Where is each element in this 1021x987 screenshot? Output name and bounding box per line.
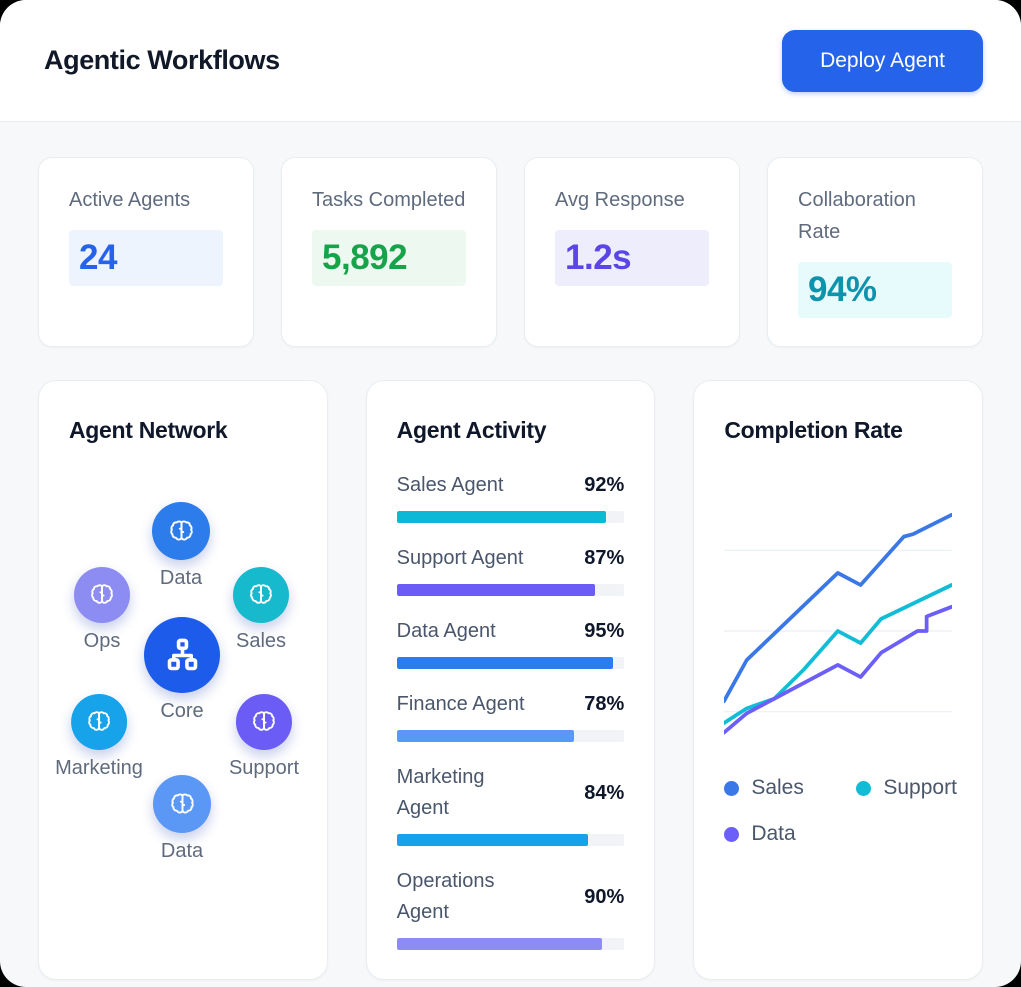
agent-percent: 78% [584,693,625,715]
network-node-ops[interactable]: Ops [74,567,130,653]
activity-row: Finance Agent 78% [396,689,625,742]
brain-icon [250,584,272,604]
agent-network-panel: Agent Network Data Ops Sales Core Market… [38,380,328,980]
network-node-label: Data [160,840,204,862]
agent-activity-panel: Agent Activity Sales Agent 92% Support Age… [365,380,656,980]
agent-percent: 84% [584,781,625,804]
sitemap-icon [167,638,197,670]
activity-row: Sales Agent 92% [396,470,625,523]
legend-dot [724,826,740,842]
line-series-sales [724,512,952,704]
legend-item-support: Support [856,776,957,800]
agent-node-circle [153,775,211,833]
stat-value: 94% [798,262,952,318]
brain-icon [88,711,110,731]
main-content: Active Agents 24 Tasks Completed 5,892 Avg R… [0,122,1021,980]
brain-icon [253,711,275,731]
progress-bar-track [396,511,625,523]
progress-bar-track [396,730,625,742]
stat-label: Avg Response [555,189,685,211]
stat-card: Tasks Completed 5,892 [281,157,497,347]
deploy-agent-button[interactable]: Deploy Agent [782,29,983,92]
stat-label: Active Agents [69,189,191,211]
network-node-label: Data [159,567,203,589]
legend-label: Support [883,776,957,799]
stat-card: Collaboration Rate 94% [767,157,983,347]
completion-rate-title: Completion Rate [724,417,903,443]
completion-rate-chart [724,512,952,735]
activity-row: Data Agent 95% [396,616,625,669]
network-node-label: Ops [83,630,121,652]
agent-node-circle [236,694,292,750]
stats-row: Active Agents 24 Tasks Completed 5,892 Avg R… [38,157,983,347]
agent-percent: 92% [584,474,625,496]
activity-row: Marketing Agent 84% [396,762,625,846]
agent-percent: 95% [584,620,625,642]
progress-bar-fill [396,584,595,596]
agent-node-circle [71,694,127,750]
progress-bar-fill [396,834,588,846]
stat-card: Active Agents 24 [38,157,254,347]
agent-activity-title: Agent Activity [396,417,547,443]
network-node-label: Sales [235,630,287,652]
page-title: Agentic Workflows [44,45,280,75]
legend-item-data: Data [724,822,856,846]
stat-label: Tasks Completed [312,189,466,211]
network-node-marketing[interactable]: Marketing [55,694,143,780]
agent-label: Sales Agent [396,474,504,496]
completion-rate-panel: Completion Rate Sales Support Data [693,380,983,980]
progress-bar-track [396,834,625,846]
agent-node-circle [74,567,130,623]
network-node-data[interactable]: Data [152,502,210,590]
brain-icon [169,519,193,541]
legend-dot [724,780,740,796]
agent-label: Support Agent [396,547,524,569]
stat-value: 1.2s [555,230,709,286]
stat-value: 5,892 [312,230,466,286]
agent-label: Data Agent [396,620,496,642]
stat-value: 24 [69,230,223,286]
agent-network-diagram: Data Ops Sales Core Marketing Support Da… [55,470,299,940]
agent-label: Operations Agent [396,870,495,923]
network-node-support[interactable]: Support [229,694,299,780]
agent-percent: 90% [584,885,625,908]
network-node-label: Core [160,700,204,722]
header: Agentic Workflows Deploy Agent [0,0,1021,122]
progress-bar-fill [396,730,575,742]
brain-icon [91,584,113,604]
progress-bar-track [396,657,625,669]
panels-row: Agent Network Data Ops Sales Core Market… [38,380,983,980]
chart-legend: Sales Support Data [724,776,957,868]
activity-row: Operations Agent 90% [396,866,625,950]
legend-dot [856,780,872,796]
stat-card: Avg Response 1.2s [524,157,740,347]
line-series-support [724,583,952,725]
agent-network-title: Agent Network [69,417,228,443]
activity-row: Support Agent 87% [396,543,625,596]
legend-label: Sales [751,776,804,799]
network-node-label: Marketing [55,757,143,779]
network-node-data[interactable]: Data [153,775,211,863]
progress-bar-fill [396,938,602,950]
progress-bar-track [396,938,625,950]
progress-bar-fill [396,511,607,523]
agent-activity-list: Sales Agent 92% Support Agent 87% Data Agent… [396,470,625,950]
stat-label: Collaboration Rate [798,189,916,243]
progress-bar-fill [396,657,613,669]
legend-label: Data [751,822,796,845]
network-node-label: Support [228,757,300,779]
brain-icon [170,792,194,814]
agent-label: Marketing Agent [396,766,485,819]
agent-percent: 87% [584,547,625,569]
agent-node-circle [233,567,289,623]
line-series-data [724,604,952,735]
progress-bar-track [396,584,625,596]
agent-node-circle [152,502,210,560]
network-node-core[interactable]: Core [144,617,220,723]
agent-node-circle [144,617,220,693]
agent-label: Finance Agent [396,693,525,715]
network-node-sales[interactable]: Sales [233,567,289,653]
legend-item-sales: Sales [724,776,856,800]
